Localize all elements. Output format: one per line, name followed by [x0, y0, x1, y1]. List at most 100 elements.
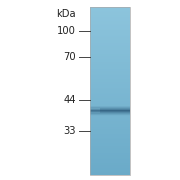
Text: 70: 70 — [63, 52, 76, 62]
Bar — [90, 133, 130, 134]
Bar — [90, 130, 130, 131]
Bar — [90, 8, 130, 9]
Bar — [90, 70, 130, 71]
Bar — [90, 11, 130, 12]
Bar — [90, 129, 130, 130]
Bar — [90, 110, 130, 111]
Bar — [90, 101, 130, 102]
Bar — [90, 16, 130, 17]
Bar — [90, 49, 130, 50]
Bar — [90, 120, 130, 121]
Bar — [90, 117, 130, 118]
Bar — [90, 39, 130, 40]
Bar — [90, 34, 130, 35]
Bar — [90, 21, 130, 22]
Bar — [90, 159, 130, 160]
Bar — [90, 156, 130, 157]
Bar — [90, 14, 130, 15]
Bar — [90, 154, 130, 155]
Bar — [90, 32, 130, 33]
Bar — [90, 160, 130, 161]
Bar — [90, 170, 130, 171]
Bar — [90, 62, 130, 63]
Bar — [90, 22, 130, 23]
Bar — [90, 155, 130, 156]
Bar — [90, 143, 130, 144]
Bar — [90, 140, 130, 141]
Bar — [90, 164, 130, 165]
Bar — [90, 116, 130, 117]
Bar — [90, 145, 130, 146]
Bar — [90, 131, 130, 132]
Bar — [90, 63, 130, 64]
Bar — [90, 33, 130, 34]
Bar — [90, 64, 130, 65]
Bar — [90, 126, 130, 127]
Bar — [90, 118, 130, 119]
Bar — [90, 17, 130, 18]
Bar — [90, 114, 130, 115]
Bar — [90, 25, 130, 26]
Bar — [90, 158, 130, 159]
Text: kDa: kDa — [56, 9, 76, 19]
Bar — [90, 53, 130, 54]
Bar — [90, 162, 130, 163]
Bar — [90, 44, 130, 45]
Bar — [90, 121, 130, 122]
Bar — [90, 57, 130, 58]
Bar — [90, 171, 130, 172]
Bar — [90, 56, 130, 57]
Bar — [90, 84, 130, 85]
Bar — [90, 166, 130, 167]
Bar — [90, 10, 130, 11]
Bar — [90, 27, 130, 28]
Bar — [90, 142, 130, 143]
Bar — [90, 172, 130, 173]
Bar — [90, 122, 130, 123]
Bar — [90, 103, 130, 104]
Bar — [90, 69, 130, 70]
Bar — [90, 163, 130, 164]
Bar — [90, 66, 130, 67]
Bar — [90, 35, 130, 36]
Bar — [90, 124, 130, 125]
Bar — [90, 150, 130, 151]
Bar — [90, 71, 130, 72]
Bar — [90, 50, 130, 51]
Bar — [90, 138, 130, 139]
Bar — [90, 73, 130, 74]
Bar — [90, 95, 130, 96]
Bar — [90, 78, 130, 79]
Bar — [90, 9, 130, 10]
Bar — [90, 141, 130, 142]
Bar — [90, 26, 130, 27]
Bar — [90, 91, 130, 92]
Bar — [90, 151, 130, 152]
Bar — [90, 115, 130, 116]
Bar — [90, 7, 130, 175]
Bar — [90, 167, 130, 168]
Bar — [90, 18, 130, 19]
Bar — [90, 104, 130, 105]
Bar — [90, 38, 130, 39]
Bar — [90, 107, 130, 108]
Bar — [90, 42, 130, 43]
Bar — [90, 68, 130, 69]
Bar — [90, 161, 130, 162]
Bar — [90, 157, 130, 158]
Bar — [90, 7, 130, 8]
Bar — [90, 52, 130, 53]
Bar — [90, 168, 130, 169]
Bar — [90, 41, 130, 42]
Bar — [90, 29, 130, 30]
Bar — [90, 128, 130, 129]
Bar — [90, 165, 130, 166]
Bar — [90, 113, 130, 114]
Bar — [90, 47, 130, 48]
Bar — [90, 132, 130, 133]
Bar — [90, 87, 130, 88]
Bar — [90, 74, 130, 75]
Bar — [90, 81, 130, 82]
Bar — [90, 173, 130, 174]
Bar — [90, 174, 130, 175]
